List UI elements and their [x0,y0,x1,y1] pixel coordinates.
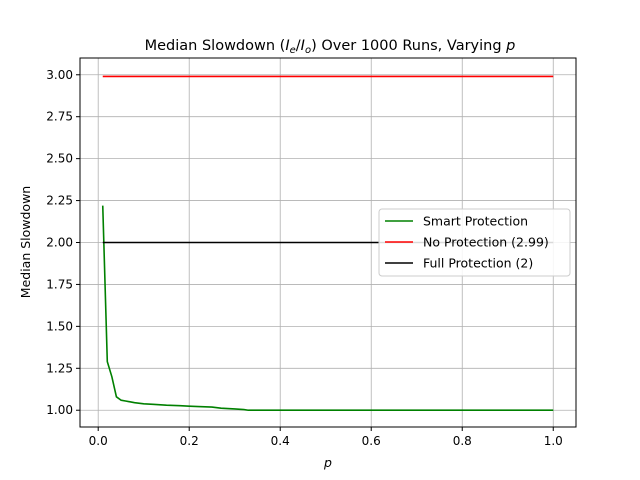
x-axis-label: p [323,455,332,470]
series-line-0 [101,205,554,412]
legend-label: Full Protection (2) [423,256,533,271]
x-tick-label: 0.4 [271,434,290,448]
y-tick-label: 1.75 [46,277,73,291]
plot-frame [79,57,577,428]
x-tick-label: 0.0 [89,434,108,448]
legend-box [378,208,571,277]
legend-label: Smart Protection [423,214,528,229]
legend: Smart Protection No Protection (2.99) Full… [378,208,571,277]
y-tick-label: 3.00 [46,68,73,82]
y-axis-label: Median Slowdown [18,186,33,298]
x-tick-label: 0.6 [362,434,381,448]
y-tick-label: 1.00 [46,403,73,417]
y-tick-label: 2.25 [46,194,73,208]
y-tick-label: 1.50 [46,319,73,333]
y-tick-label: 2.00 [46,236,73,250]
x-tick-label: 0.8 [453,434,472,448]
y-tick-label: 2.50 [46,152,73,166]
chart-title: Median Slowdown (Ie/Io) Over 1000 Runs, … [145,38,516,56]
legend-label: No Protection (2.99) [423,235,549,250]
y-tick-label: 1.25 [46,361,73,375]
ticks: 0.0 0.2 0.4 0.6 0.8 1.0 1.00 1.25 1.50 1.75 2.00 2.… [46,68,563,448]
x-tick-label: 0.2 [180,434,199,448]
y-tick-label: 2.75 [46,110,73,124]
x-tick-label: 1.0 [544,434,563,448]
